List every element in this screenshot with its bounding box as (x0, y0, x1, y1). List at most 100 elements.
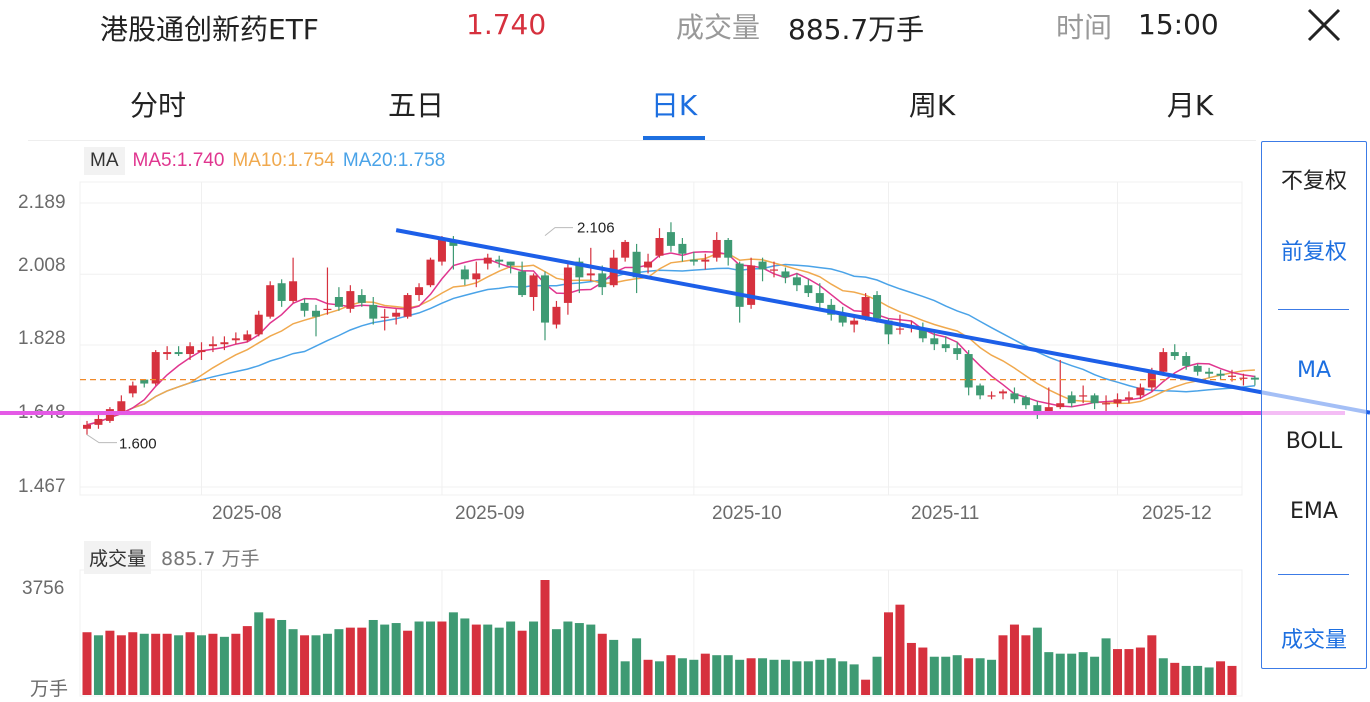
candle (701, 259, 710, 262)
candle (1136, 387, 1145, 396)
fund-name: 港股通创新药ETF (100, 13, 319, 46)
volume-bar (311, 635, 321, 695)
volume-bar (597, 633, 607, 695)
candle (208, 344, 217, 347)
tab-daily-k[interactable]: 日K (650, 89, 698, 122)
candle (220, 342, 229, 345)
volume-bar (345, 627, 355, 695)
candle (850, 320, 859, 325)
candle (747, 265, 756, 305)
candle (655, 238, 664, 256)
ma10-line (86, 252, 1255, 426)
candle (483, 257, 492, 264)
candle (1250, 377, 1259, 380)
tab-monthly-k[interactable]: 月K (1166, 89, 1214, 122)
candle (953, 348, 962, 355)
volume-bar (197, 635, 206, 695)
candle (861, 297, 870, 319)
volume-bar (1009, 624, 1019, 695)
ema-option[interactable]: EMA (1290, 499, 1338, 524)
volume-bar (1032, 627, 1042, 695)
volume-bar (414, 621, 424, 695)
candle (598, 273, 607, 288)
volume-bar (712, 655, 722, 695)
candle (117, 401, 126, 412)
x-tick-label: 2025-08 (212, 503, 282, 524)
volume-bar (1147, 635, 1157, 695)
candle (987, 395, 996, 397)
candle (518, 271, 527, 296)
candle (186, 346, 195, 355)
volume-bar (1067, 653, 1077, 695)
close-icon[interactable] (1302, 6, 1346, 46)
volume-bar (758, 658, 768, 695)
volume-bar (1101, 638, 1111, 695)
trend-line (395, 228, 1370, 415)
volume-bar (219, 636, 229, 695)
volume-bar (1021, 635, 1031, 695)
volume-bar (185, 632, 195, 695)
boll-option[interactable]: BOLL (1285, 429, 1343, 454)
no-adjust-option[interactable]: 不复权 (1280, 169, 1347, 194)
candle (1021, 397, 1030, 406)
tab-five-day[interactable]: 五日 (387, 89, 444, 122)
panel-divider (1278, 574, 1349, 575)
volume-bar (746, 658, 756, 695)
volume-bar (815, 659, 825, 695)
candle (644, 261, 653, 268)
tab-intraday[interactable]: 分时 (129, 89, 186, 122)
volume-bar (494, 627, 504, 695)
volume-value: 885.7万手 (788, 13, 925, 46)
volume-bar (288, 629, 298, 695)
volume-bar (93, 635, 103, 695)
candle (380, 316, 389, 318)
candle (678, 243, 687, 254)
candle (254, 314, 263, 335)
candle (1182, 356, 1191, 366)
volume-bar (506, 621, 516, 695)
volume-bar (906, 642, 916, 695)
volume-bar (929, 656, 939, 695)
candle (895, 328, 904, 330)
candle (506, 261, 515, 266)
volume-bar (277, 619, 287, 695)
tab-weekly-k[interactable]: 周K (908, 89, 956, 122)
candle (312, 310, 320, 317)
low-marker-label: 1.600 (119, 436, 157, 453)
volume-bar (918, 647, 928, 695)
candle (300, 302, 309, 311)
volume-bar (792, 661, 802, 695)
high-marker-line (544, 227, 573, 237)
volume-bar (116, 635, 126, 695)
volume-bar (1090, 656, 1100, 695)
volume-bar (403, 630, 413, 695)
volume-bar (1044, 652, 1054, 695)
volume-option[interactable]: 成交量 (1280, 628, 1347, 653)
candle (1205, 371, 1214, 374)
volume-bar (517, 630, 527, 695)
forward-adjust-option[interactable]: 前复权 (1280, 240, 1347, 265)
candle (266, 285, 275, 317)
volume-bar (1181, 665, 1191, 695)
candle (323, 308, 332, 311)
time-label: 时间 (1056, 11, 1113, 44)
ma-option[interactable]: MA (1296, 358, 1332, 383)
volume-bar (689, 659, 699, 695)
volume-bar (448, 612, 458, 695)
y-tick-label: 1.828 (18, 328, 66, 349)
candle (231, 338, 240, 341)
candle (151, 352, 160, 384)
volume-bar (391, 623, 401, 695)
high-marker-label: 2.106 (577, 220, 615, 237)
volume-bar (368, 619, 378, 695)
ma5-line (86, 251, 1256, 426)
candle (1239, 377, 1248, 379)
candle (403, 295, 412, 317)
panel-divider (1278, 309, 1349, 310)
volume-legend-value: 885.7 万手 (161, 547, 260, 570)
volume-bar (334, 629, 344, 695)
y-tick-label: 2.008 (18, 255, 66, 276)
candle (1090, 395, 1099, 404)
candle (632, 251, 641, 278)
